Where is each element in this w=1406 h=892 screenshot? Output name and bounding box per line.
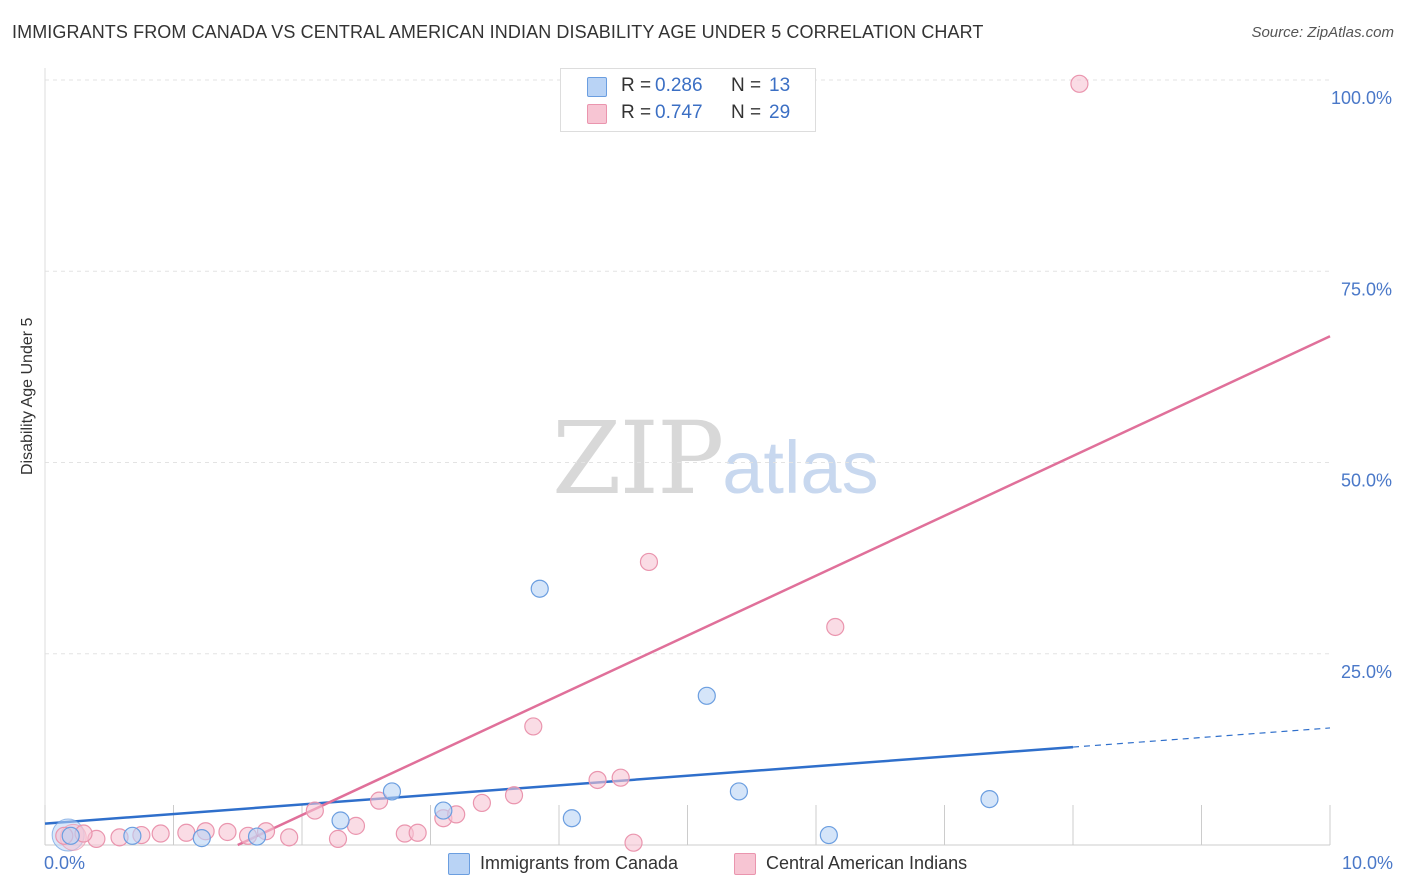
legend-r-label: R = [621,75,652,96]
trend-line-central-american [237,335,1331,847]
point-central-american [218,822,237,842]
source-credit: Source: ZipAtlas.com [1251,24,1394,41]
point-central-american [588,770,607,790]
x-tick-label-max: 10.0% [1342,853,1393,873]
series-name-central-american: Central American Indians [766,853,968,873]
point-canada [61,826,80,845]
watermark-zip: ZIP [552,400,724,517]
legend-n-label: N = [731,75,762,96]
point-central-american [370,791,389,810]
series-swatch-pink [734,853,756,875]
legend-r-label: R = [621,102,652,123]
point-central-american [305,801,324,820]
point-central-american [472,793,491,813]
watermark-atlas: atlas [722,426,879,509]
point-central-american [346,816,366,835]
trend-layer [44,335,1331,847]
legend-r-value: 0.747 [655,102,703,123]
point-canada [530,579,549,598]
stats-legend: R = 0.286 N = 13 R = 0.747 N = 29 [560,68,816,132]
point-canada [123,826,142,845]
legend-n-value: 29 [769,102,791,123]
point-canada [562,809,581,828]
axis-layer [44,68,1331,846]
point-canada [980,789,999,809]
watermark: ZIPatlas [552,400,879,517]
legend-swatch-pink [587,104,607,124]
point-central-american [408,823,427,842]
trend-line-canada-extension [1072,727,1331,748]
points-layer [51,74,1089,852]
point-central-american [611,768,630,787]
point-central-american [1070,74,1089,93]
point-canada [434,801,453,820]
point-canada [819,825,838,845]
point-canada [697,686,716,705]
series-swatch-blue [448,853,470,875]
legend-n-label: N = [731,102,762,123]
point-canada [729,782,749,801]
point-central-american [328,829,348,848]
y-tick-label: 50.0% [1341,471,1392,491]
point-central-american [624,833,643,852]
y-tick-label: 25.0% [1341,662,1392,682]
point-canada [331,811,350,830]
legend-swatch-blue [587,77,607,97]
chart-title: IMMIGRANTS FROM CANADA VS CENTRAL AMERIC… [12,22,984,42]
legend-n-value: 13 [769,75,791,96]
tick-label-layer: 25.0% 50.0% 75.0% 100.0% 0.0% 10.0% [44,88,1393,873]
point-central-american [177,823,196,842]
point-central-american [639,552,659,572]
y-tick-label: 75.0% [1341,279,1392,299]
series-name-canada: Immigrants from Canada [480,853,679,873]
x-tick-label-min: 0.0% [44,853,85,873]
point-canada [247,827,267,846]
legend-r-value: 0.286 [655,75,703,96]
point-central-american [524,717,543,736]
grid-layer [45,79,1330,655]
point-canada [192,829,211,848]
point-canada [382,782,402,801]
point-central-american [826,617,845,637]
point-central-american [504,786,524,805]
point-central-american [280,828,299,847]
trend-line-canada [44,745,1074,825]
point-central-american [151,824,170,843]
y-tick-label: 100.0% [1331,88,1392,108]
